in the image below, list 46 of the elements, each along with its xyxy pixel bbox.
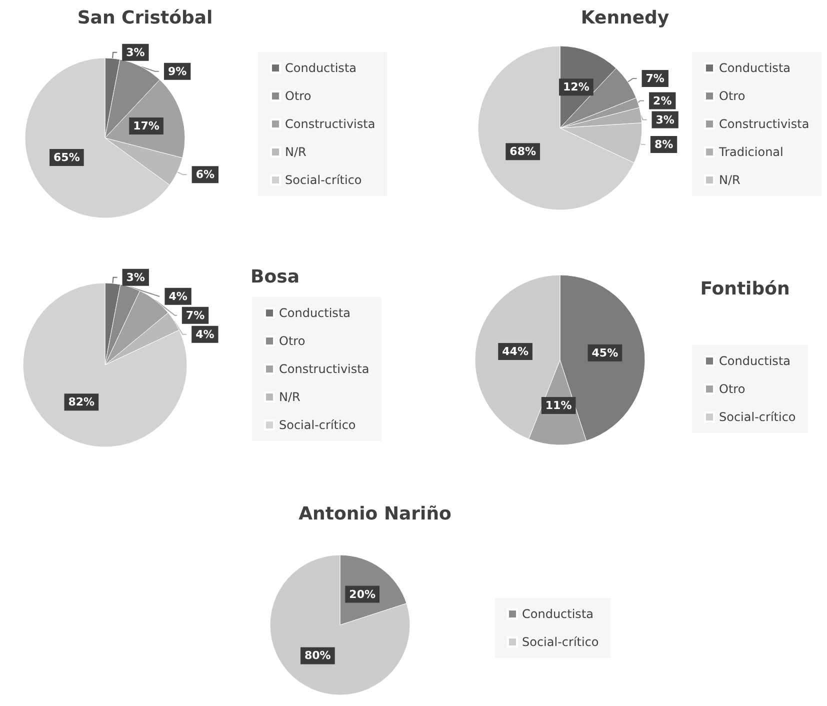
data-label: 12% (563, 80, 590, 94)
chart-title: San Cristóbal (77, 8, 213, 28)
data-label: 45% (592, 346, 618, 360)
legend-label: Otro (719, 382, 746, 396)
legend-label: Otro (279, 334, 306, 348)
data-label: 11% (545, 398, 572, 412)
legend-label: Constructivista (279, 362, 370, 376)
legend-label: Otro (719, 89, 746, 103)
legend-label: Conductista (522, 607, 594, 621)
data-label: 3% (126, 270, 145, 284)
legend-label: Social-crítico (279, 418, 356, 432)
data-label: 4% (196, 328, 214, 341)
legend-label: Social-crítico (719, 410, 796, 424)
data-label: 82% (68, 396, 95, 409)
legend-label: Constructivista (719, 117, 810, 131)
data-label: 17% (133, 120, 160, 133)
data-label: 7% (186, 308, 205, 322)
legend-label: Social-crítico (522, 635, 599, 649)
data-label: 9% (168, 64, 187, 78)
data-label: 2% (653, 94, 672, 108)
data-label: 44% (502, 344, 528, 358)
legend-label: Constructivista (285, 117, 376, 131)
data-label: 68% (510, 145, 536, 158)
data-label: 4% (168, 290, 188, 303)
legend-label: Conductista (285, 61, 356, 75)
data-label: 3% (656, 113, 674, 126)
chart-title: Bosa (250, 266, 300, 288)
data-label: 80% (304, 649, 331, 662)
chart-title: Fontibón (700, 278, 790, 300)
data-label: 3% (126, 46, 145, 59)
legend-label: Conductista (719, 61, 790, 75)
data-label: 65% (54, 151, 80, 164)
data-label: 6% (196, 168, 215, 182)
chart-title: Antonio Nariño (298, 504, 452, 524)
legend-label: Conductista (719, 354, 790, 368)
chart-title: Kennedy (580, 8, 670, 28)
data-label: 20% (349, 588, 376, 601)
legend-label: Tradicional (718, 145, 784, 159)
legend-label: Social-crítico (285, 173, 362, 187)
legend-label: N/R (285, 145, 306, 159)
legend-label: N/R (719, 173, 740, 187)
legend-label: N/R (279, 390, 300, 404)
data-label: 7% (646, 72, 664, 86)
legend-label: Conductista (279, 306, 350, 320)
data-label: 8% (654, 138, 674, 151)
legend-label: Otro (285, 89, 312, 103)
